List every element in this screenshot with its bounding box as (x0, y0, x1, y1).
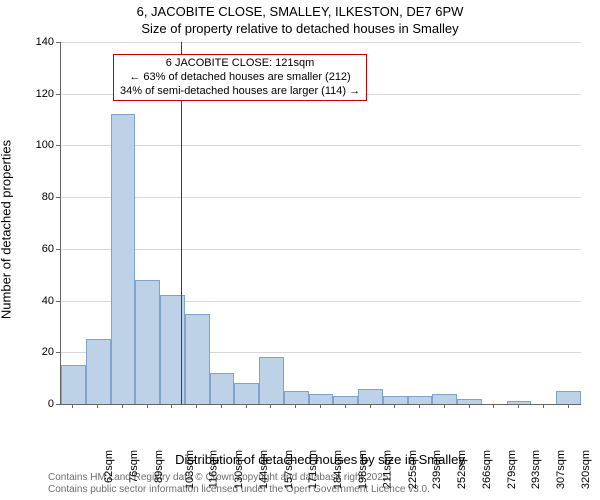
histogram-bar (284, 391, 309, 404)
x-tick-label: 116sqm (208, 450, 220, 488)
y-tick-label: 140 (14, 36, 54, 48)
annotation-box: 6 JACOBITE CLOSE: 121sqm← 63% of detache… (113, 54, 367, 101)
x-tick-label: 266sqm (481, 450, 493, 489)
gridline (61, 145, 581, 146)
x-tick-mark (72, 404, 73, 408)
x-tick-label: 76sqm (128, 450, 140, 483)
gridline (61, 197, 581, 198)
x-tick-mark (568, 404, 569, 408)
y-tick-mark (56, 197, 60, 198)
x-tick-mark (493, 404, 494, 408)
y-tick-label: 80 (14, 191, 54, 203)
x-tick-label: 62sqm (103, 450, 115, 483)
y-tick-label: 120 (14, 88, 54, 100)
x-tick-mark (320, 404, 321, 408)
histogram-bar (358, 389, 383, 405)
y-tick-mark (56, 249, 60, 250)
y-tick-mark (56, 404, 60, 405)
gridline (61, 42, 581, 43)
x-tick-label: 320sqm (580, 450, 592, 489)
histogram-bar (432, 394, 457, 404)
histogram-bar (135, 280, 160, 404)
annotation-line: 34% of semi-detached houses are larger (… (120, 85, 360, 99)
x-tick-mark (147, 404, 148, 408)
x-tick-mark (469, 404, 470, 408)
x-tick-label: 157sqm (283, 450, 295, 489)
x-tick-label: 89sqm (153, 450, 165, 483)
x-tick-label: 252sqm (456, 450, 468, 489)
x-tick-label: 293sqm (530, 450, 542, 489)
x-tick-label: 279sqm (506, 450, 518, 489)
y-tick-mark (56, 94, 60, 95)
x-tick-mark (171, 404, 172, 408)
x-tick-mark (543, 404, 544, 408)
x-tick-mark (419, 404, 420, 408)
x-tick-label: 184sqm (332, 450, 344, 489)
x-tick-mark (97, 404, 98, 408)
x-tick-label: 239sqm (431, 450, 443, 489)
y-axis-label-text: Number of detached properties (0, 140, 14, 319)
y-tick-label: 40 (14, 295, 54, 307)
x-tick-mark (394, 404, 395, 408)
histogram-bar (309, 394, 334, 404)
y-tick-mark (56, 145, 60, 146)
chart-container: 6, JACOBITE CLOSE, SMALLEY, ILKESTON, DE… (0, 0, 600, 500)
chart-title-line1: 6, JACOBITE CLOSE, SMALLEY, ILKESTON, DE… (0, 4, 600, 19)
annotation-line: 6 JACOBITE CLOSE: 121sqm (120, 57, 360, 71)
x-tick-mark (270, 404, 271, 408)
x-tick-mark (295, 404, 296, 408)
x-tick-mark (246, 404, 247, 408)
x-tick-label: 171sqm (308, 450, 320, 489)
x-tick-mark (518, 404, 519, 408)
y-tick-mark (56, 352, 60, 353)
x-tick-mark (444, 404, 445, 408)
x-tick-mark (345, 404, 346, 408)
histogram-bar (408, 396, 433, 404)
y-tick-mark (56, 42, 60, 43)
x-tick-label: 198sqm (357, 450, 369, 489)
x-tick-label: 130sqm (233, 450, 245, 489)
x-tick-label: 144sqm (258, 450, 270, 489)
y-tick-label: 60 (14, 243, 54, 255)
gridline (61, 249, 581, 250)
x-tick-label: 103sqm (184, 450, 196, 489)
histogram-bar (234, 383, 259, 404)
x-tick-mark (370, 404, 371, 408)
x-tick-mark (122, 404, 123, 408)
histogram-bar (185, 314, 210, 405)
x-tick-mark (196, 404, 197, 408)
histogram-bar (210, 373, 235, 404)
y-tick-label: 20 (14, 346, 54, 358)
y-tick-mark (56, 301, 60, 302)
x-tick-label: 307sqm (555, 450, 567, 489)
y-tick-label: 0 (14, 398, 54, 410)
x-tick-label: 211sqm (381, 450, 393, 488)
histogram-bar (383, 396, 408, 404)
histogram-bar (259, 357, 284, 404)
chart-title-line2: Size of property relative to detached ho… (0, 21, 600, 36)
x-tick-label: 225sqm (407, 450, 419, 489)
histogram-bar (556, 391, 581, 404)
y-tick-label: 100 (14, 139, 54, 151)
histogram-bar (111, 114, 136, 404)
x-tick-mark (221, 404, 222, 408)
histogram-bar (457, 399, 482, 404)
histogram-bar (61, 365, 86, 404)
annotation-line: ← 63% of detached houses are smaller (21… (120, 71, 360, 85)
histogram-bar (333, 396, 358, 404)
histogram-bar (86, 339, 111, 404)
